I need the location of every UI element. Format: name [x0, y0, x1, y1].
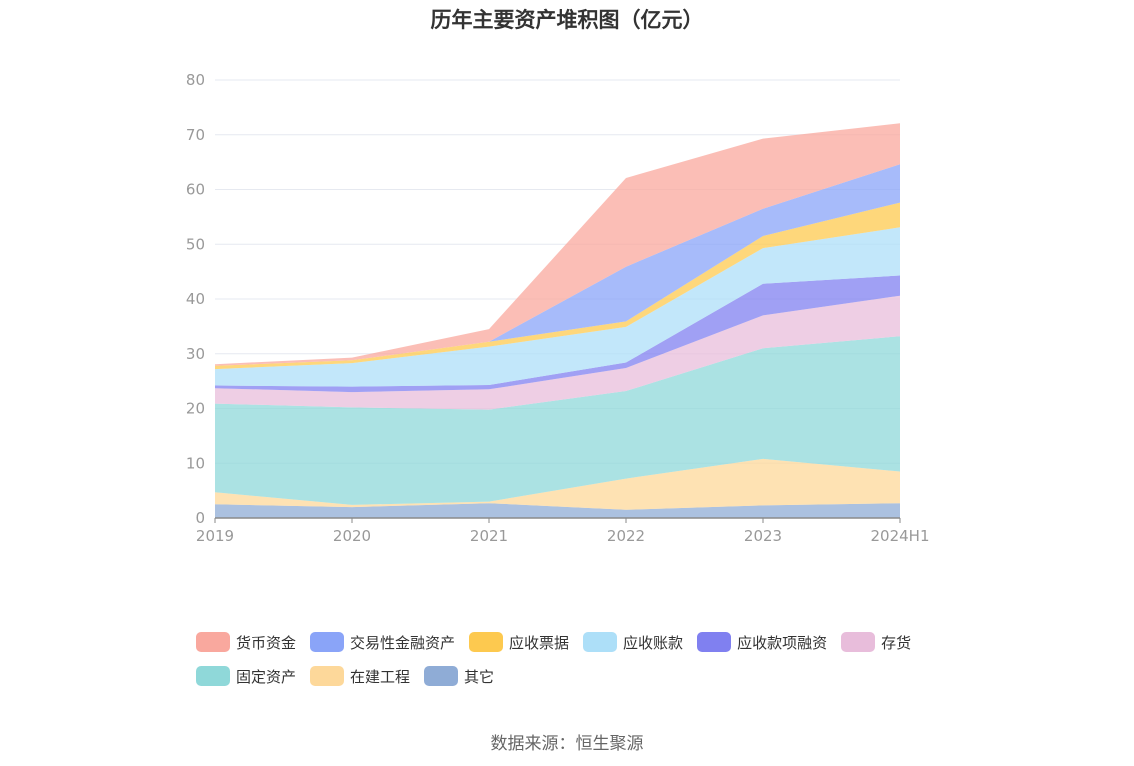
source-note: 数据来源：恒生聚源 [490, 734, 644, 754]
y-tick-label: 50 [186, 235, 205, 253]
legend-swatch [583, 632, 618, 652]
area-series-7[interactable] [215, 164, 900, 366]
y-tick-label: 20 [186, 400, 205, 418]
legend-item[interactable]: 在建工程 [310, 664, 410, 688]
area-series-3[interactable] [215, 295, 900, 410]
area-series-1[interactable] [215, 458, 900, 510]
legend-label: 在建工程 [350, 667, 411, 686]
area-series-5[interactable] [215, 227, 900, 387]
legend-item[interactable]: 交易性金融资产 [310, 630, 455, 654]
legend-label: 应收票据 [509, 633, 570, 652]
x-tick-label: 2019 [196, 527, 234, 545]
legend-item[interactable]: 应收款项融资 [697, 630, 827, 654]
axes: 0 10 20 30 40 50 60 70 80 2019 2020 2021 2022 2023 202… [186, 71, 930, 545]
area-series [215, 123, 900, 518]
legend-swatch [697, 632, 732, 652]
legend-swatch [310, 666, 345, 686]
x-tick-label: 2023 [744, 527, 782, 545]
legend-item[interactable]: 应收账款 [583, 630, 683, 654]
legend-label: 其它 [464, 667, 495, 686]
y-tick-label: 0 [195, 509, 205, 527]
area-series-0[interactable] [215, 503, 900, 518]
area-series-6[interactable] [215, 202, 900, 370]
area-series-2[interactable] [215, 336, 900, 505]
y-tick-label: 10 [186, 454, 205, 472]
legend-item[interactable]: 货币资金 [196, 630, 296, 654]
y-tick-label: 40 [186, 290, 205, 308]
legend-swatch [424, 666, 459, 686]
area-series-4[interactable] [215, 275, 900, 393]
legend-swatch [469, 632, 504, 652]
legend-item[interactable]: 其它 [424, 664, 494, 688]
legend-label: 货币资金 [236, 633, 297, 652]
legend-item[interactable]: 存货 [841, 630, 911, 654]
chart-title: 历年主要资产堆积图（亿元） [430, 8, 704, 32]
y-tick-label: 80 [186, 71, 205, 89]
legend-swatch [196, 666, 230, 686]
legend-label: 存货 [881, 633, 912, 652]
x-tick-label: 2024H1 [871, 527, 930, 545]
area-series-8[interactable] [215, 123, 900, 366]
legend-item[interactable]: 应收票据 [469, 630, 569, 654]
legend-label: 固定资产 [236, 667, 297, 686]
y-tick-label: 70 [186, 126, 205, 144]
y-tick-label: 30 [186, 345, 205, 363]
legend-label: 应收账款 [623, 633, 684, 652]
legend-swatch [196, 632, 230, 652]
y-tick-label: 60 [186, 181, 205, 199]
legend-swatch [841, 632, 876, 652]
x-tick-label: 2022 [607, 527, 645, 545]
legend-item[interactable]: 固定资产 [196, 664, 296, 688]
legend: 货币资金 交易性金融资产 应收票据 应收账款 应收款项融资 存货固定资产 在建工程 其它 [196, 630, 976, 698]
legend-swatch [310, 632, 345, 652]
legend-label: 交易性金融资产 [350, 633, 456, 652]
x-tick-label: 2021 [470, 527, 508, 545]
x-tick-label: 2020 [333, 527, 371, 545]
legend-label: 应收款项融资 [737, 633, 828, 652]
